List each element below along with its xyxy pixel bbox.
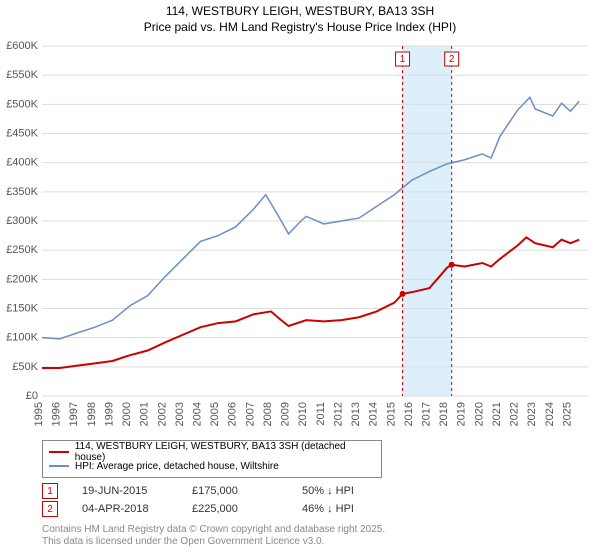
x-tick-label: 2014 (368, 402, 380, 426)
x-tick-label: 2005 (209, 402, 221, 426)
x-tick-label: 2007 (244, 402, 256, 426)
x-tick-label: 2020 (473, 402, 485, 426)
marker-point (400, 291, 406, 297)
x-tick-label: 2010 (297, 402, 309, 426)
transaction-row-1: 2 04-APR-2018 £225,000 46% ↓ HPI (42, 500, 412, 518)
y-tick-label: £350K (6, 186, 38, 198)
transaction-date-0: 19-JUN-2015 (82, 485, 192, 497)
x-tick-label: 2006 (227, 402, 239, 426)
transaction-diff-0: 50% ↓ HPI (302, 485, 412, 497)
marker-label: 2 (449, 54, 455, 65)
y-tick-label: £450K (6, 128, 38, 140)
x-tick-label: 1996 (51, 402, 63, 426)
x-tick-label: 2015 (385, 402, 397, 426)
y-tick-label: £300K (6, 215, 38, 227)
footer: Contains HM Land Registry data © Crown c… (42, 524, 385, 548)
x-tick-label: 2022 (509, 402, 521, 426)
x-tick-label: 2023 (526, 402, 538, 426)
marker-box-1-icon: 1 (42, 483, 58, 499)
x-tick-label: 2004 (192, 402, 204, 426)
transaction-price-0: £175,000 (192, 485, 302, 497)
x-tick-label: 2021 (491, 402, 503, 426)
title-line1: 114, WESTBURY LEIGH, WESTBURY, BA13 3SH (0, 4, 600, 20)
x-tick-label: 2002 (156, 402, 168, 426)
y-tick-label: £150K (6, 303, 38, 315)
y-tick-label: £200K (6, 273, 38, 285)
x-tick-label: 1995 (33, 402, 45, 426)
x-tick-label: 2016 (403, 402, 415, 426)
title-line2: Price paid vs. HM Land Registry's House … (0, 20, 600, 36)
marker-label: 1 (400, 54, 406, 65)
x-tick-label: 1999 (103, 402, 115, 426)
x-tick-label: 2024 (544, 402, 556, 426)
y-tick-label: £50K (12, 361, 38, 373)
chart: £0 £50K £100K £150K £200K £250K £300K £350K £400… (0, 38, 600, 428)
y-tick-label: £250K (6, 244, 38, 256)
transaction-row-0: 1 19-JUN-2015 £175,000 50% ↓ HPI (42, 482, 412, 500)
legend-swatch-0 (49, 451, 69, 453)
legend: 114, WESTBURY LEIGH, WESTBURY, BA13 3SH … (42, 440, 382, 478)
y-tick-label: £100K (6, 332, 38, 344)
footer-line2: This data is licensed under the Open Gov… (42, 536, 385, 548)
y-tick-label: £600K (6, 40, 38, 52)
x-tick-label: 2000 (121, 402, 133, 426)
legend-label-1: HPI: Average price, detached house, Wilt… (75, 461, 279, 472)
transaction-price-1: £225,000 (192, 503, 302, 515)
title-block: 114, WESTBURY LEIGH, WESTBURY, BA13 3SH … (0, 0, 600, 35)
y-tick-label: £0 (26, 390, 38, 402)
x-tick-label: 1997 (68, 402, 80, 426)
marker-box-2-icon: 2 (42, 501, 58, 517)
y-tick-label: £500K (6, 98, 38, 110)
x-tick-label: 2013 (350, 402, 362, 426)
transaction-date-1: 04-APR-2018 (82, 503, 192, 515)
transactions-table: 1 19-JUN-2015 £175,000 50% ↓ HPI 2 04-AP… (42, 482, 412, 518)
x-tick-label: 2009 (280, 402, 292, 426)
x-tick-label: 2017 (420, 402, 432, 426)
legend-item-0: 114, WESTBURY LEIGH, WESTBURY, BA13 3SH … (49, 445, 375, 459)
x-tick-label: 2008 (262, 402, 274, 426)
x-tick-label: 1998 (86, 402, 98, 426)
transaction-diff-1: 46% ↓ HPI (302, 503, 412, 515)
footer-line1: Contains HM Land Registry data © Crown c… (42, 524, 385, 536)
x-tick-label: 2019 (456, 402, 468, 426)
legend-swatch-1 (49, 465, 69, 467)
x-tick-label: 2018 (438, 402, 450, 426)
chart-container: 114, WESTBURY LEIGH, WESTBURY, BA13 3SH … (0, 0, 600, 560)
y-tick-label: £400K (6, 157, 38, 169)
chart-svg: £0 £50K £100K £150K £200K £250K £300K £350K £400… (0, 38, 600, 428)
x-tick-label: 2025 (561, 402, 573, 426)
x-tick-label: 2011 (315, 402, 327, 426)
x-tick-label: 2012 (332, 402, 344, 426)
series-price-paid (42, 237, 579, 368)
x-tick-label: 2001 (139, 402, 151, 426)
y-tick-label: £550K (6, 69, 38, 81)
marker-point (449, 262, 455, 268)
x-tick-label: 2003 (174, 402, 186, 426)
